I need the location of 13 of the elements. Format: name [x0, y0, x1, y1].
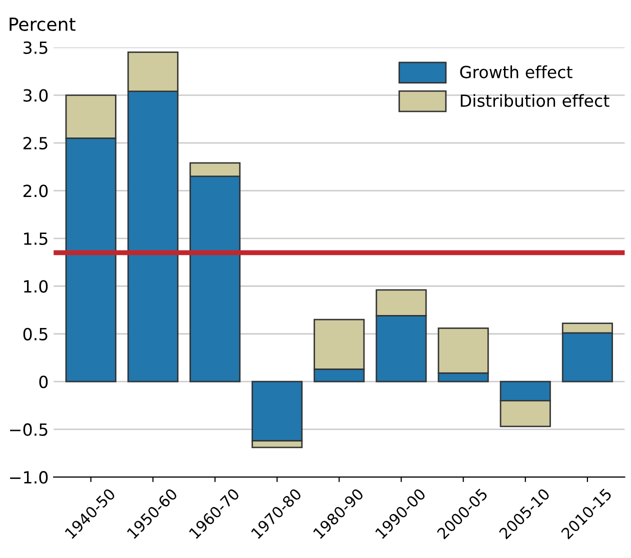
y-tick-label: 2.5 — [23, 136, 48, 150]
y-tick-label: −1.0 — [10, 471, 48, 484]
y-tick-label: 0.5 — [23, 328, 48, 340]
y-tick-label: 1.5 — [24, 232, 48, 245]
y-axis-title: Percent — [10, 18, 76, 32]
y-tick-label: 1.0 — [24, 280, 48, 293]
legend-label: Growth effect — [460, 65, 572, 78]
y-tick-label: 3.0 — [24, 89, 48, 102]
y-tick-label: 3.5 — [24, 41, 48, 54]
y-tick-label: 0 — [39, 376, 48, 388]
legend-label: Distribution effect — [460, 94, 610, 107]
y-tick-label: −0.5 — [10, 423, 48, 436]
y-tick-label: 2.0 — [23, 184, 48, 198]
